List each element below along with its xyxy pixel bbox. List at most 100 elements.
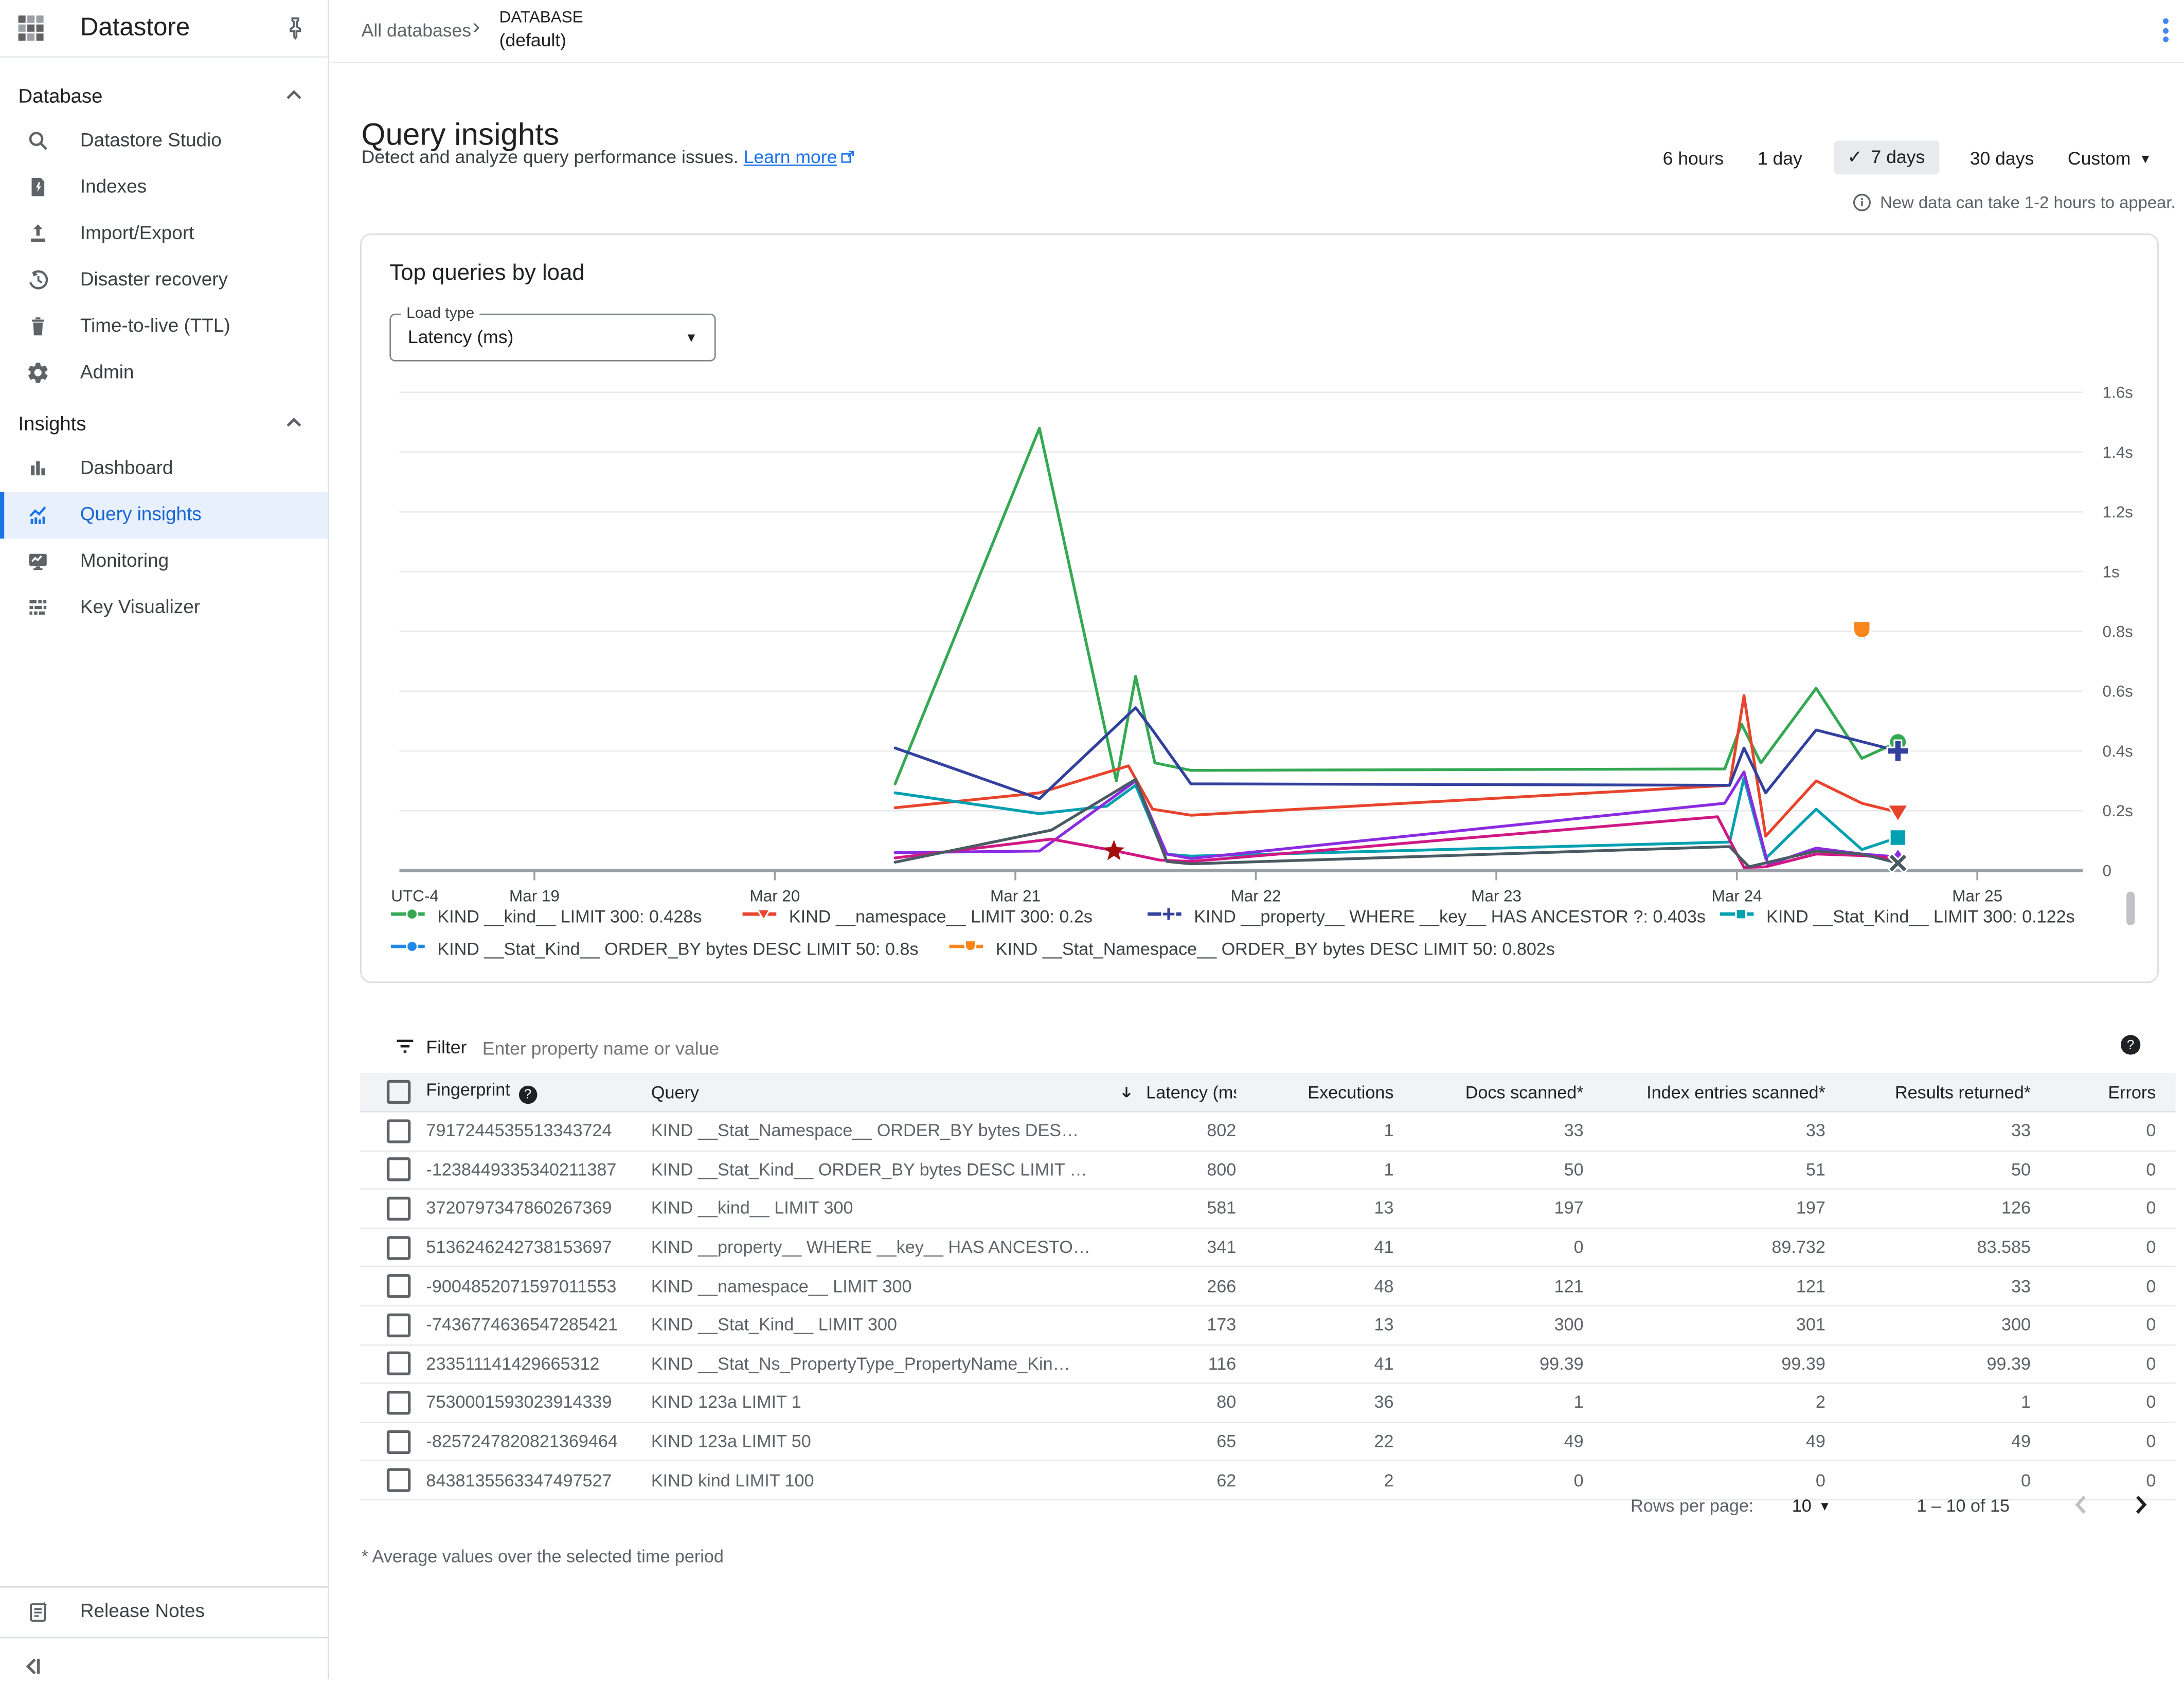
table-row[interactable]: -9004852071597011553 KIND __namespace__ L…	[360, 1267, 2176, 1306]
latency-line-chart[interactable]: 1.6s 1.4s 1.2s 1s 0.8s 0.6s 0.4s 0.2s 0 Mar 19 Mar…	[362, 375, 2157, 905]
time-range-option-30-days[interactable]: 30 days	[1970, 147, 2034, 168]
pin-icon[interactable]	[283, 15, 308, 41]
table-row[interactable]: -7436774636547285421 KIND __Stat_Kind__ L…	[360, 1306, 2176, 1346]
row-checkbox[interactable]	[386, 1158, 411, 1182]
column-header-query[interactable]: Query	[651, 1082, 1118, 1102]
svg-text:0: 0	[2102, 862, 2111, 880]
table-row[interactable]: -1238449335340211387 KIND __Stat_Kind__ O…	[360, 1151, 2176, 1190]
cell-docs-scanned: 197	[1554, 1198, 1584, 1219]
row-checkbox[interactable]	[386, 1352, 411, 1376]
sidebar-item-query-insights[interactable]: Query insights	[0, 492, 328, 539]
chart-title: Top queries by load	[389, 261, 585, 286]
more-options-kebab-icon[interactable]	[2155, 18, 2177, 44]
sidebar-item-key-visualizer[interactable]: Key Visualizer	[0, 585, 328, 631]
table-row[interactable]: 8438135563347497527 KIND kind LIMIT 100 62…	[360, 1462, 2176, 1501]
time-range-option-1-day[interactable]: 1 day	[1757, 147, 1802, 168]
filter-bar: Filter ?	[360, 1027, 2156, 1066]
sidebar-item-import-export[interactable]: Import/Export	[0, 211, 328, 257]
page-range: 1 – 10 of 15	[1917, 1496, 2010, 1516]
sidebar-item-label: Dashboard	[80, 457, 173, 478]
sidebar-item-label: Query insights	[80, 503, 202, 525]
cell-results-returned: 99.39	[1986, 1354, 2031, 1374]
column-header-latency-ms-[interactable]: Latency (ms)*	[1118, 1082, 1236, 1102]
sidebar-item-indexes[interactable]: Indexes	[0, 165, 328, 211]
table-row[interactable]: 7917244535513343724 KIND __Stat_Namespace…	[360, 1113, 2176, 1152]
rows-per-page-select[interactable]: 10 ▼	[1792, 1496, 1831, 1516]
time-range-option-6-hours[interactable]: 6 hours	[1662, 147, 1724, 168]
column-header-fingerprint[interactable]: Fingerprint?	[426, 1080, 651, 1104]
next-page-button[interactable]	[2128, 1492, 2153, 1517]
external-link-icon	[840, 148, 855, 163]
row-checkbox[interactable]	[386, 1468, 411, 1493]
filter-icon	[394, 1035, 417, 1057]
admin-gear-icon	[27, 362, 49, 384]
sidebar-section-insights[interactable]: Insights	[0, 401, 328, 445]
sidebar-item-monitoring[interactable]: Monitoring	[0, 539, 328, 585]
sidebar-item-disaster-recovery[interactable]: Disaster recovery	[0, 257, 328, 303]
filter-input[interactable]	[479, 1036, 1751, 1061]
table-row[interactable]: 233511141429665312 KIND __Stat_Ns_Propert…	[360, 1345, 2176, 1384]
cell-executions: 2	[1384, 1470, 1394, 1491]
sidebar-item-admin[interactable]: Admin	[0, 350, 328, 397]
legend-item[interactable]: KIND __namespace__ LIMIT 300: 0.2s	[741, 904, 1146, 928]
row-checkbox[interactable]	[386, 1313, 411, 1337]
cell-errors: 0	[2146, 1198, 2156, 1219]
sidebar-item-datastore-studio[interactable]: Datastore Studio	[0, 118, 328, 165]
time-range-option-7-days[interactable]: ✓ 7 days	[1833, 140, 1939, 175]
key-visualizer-icon	[27, 596, 49, 619]
svg-text:0.8s: 0.8s	[2102, 623, 2133, 641]
time-range-option-custom[interactable]: Custom ▼	[2067, 147, 2152, 168]
row-checkbox[interactable]	[386, 1196, 411, 1221]
column-header-docs-scanned-[interactable]: Docs scanned*	[1393, 1082, 1584, 1102]
legend-marker-icon	[389, 937, 429, 960]
legend-item[interactable]: KIND __Stat_Namespace__ ORDER_BY bytes D…	[948, 937, 1555, 960]
breadcrumb-all-databases[interactable]: All databases	[361, 20, 472, 41]
table-row[interactable]: 3720797347860267369 KIND __kind__ LIMIT 3…	[360, 1190, 2176, 1229]
column-header-index-entries-scanned-[interactable]: Index entries scanned*	[1584, 1082, 1825, 1102]
load-type-select[interactable]: Load type Latency (ms) ▼	[389, 305, 716, 362]
table-row[interactable]: 7530001593023914339 KIND 123a LIMIT 1 80 36…	[360, 1384, 2176, 1423]
legend-item[interactable]: KIND __Stat_Kind__ ORDER_BY bytes DESC L…	[389, 937, 947, 960]
row-checkbox[interactable]	[386, 1119, 411, 1143]
cell-executions: 13	[1374, 1198, 1394, 1219]
column-header-results-returned-[interactable]: Results returned*	[1825, 1082, 2031, 1102]
help-icon[interactable]: ?	[2119, 1034, 2142, 1056]
legend-scrollbar[interactable]	[2126, 891, 2135, 926]
chevron-down-icon: ▼	[1818, 1499, 1831, 1513]
sidebar-item-label: Datastore Studio	[80, 129, 222, 151]
collapse-sidebar-icon[interactable]	[20, 1654, 45, 1679]
cell-query: KIND 123a LIMIT 50	[651, 1431, 811, 1451]
legend-label: KIND __kind__ LIMIT 300: 0.428s	[437, 906, 702, 926]
chart-legend-row: KIND __Stat_Kind__ ORDER_BY bytes DESC L…	[389, 937, 1555, 960]
row-checkbox[interactable]	[386, 1235, 411, 1260]
table-row[interactable]: 5136246242738153697 KIND __property__ WHE…	[360, 1229, 2176, 1268]
row-checkbox[interactable]	[386, 1390, 411, 1415]
release-notes-label: Release Notes	[80, 1600, 205, 1622]
column-label: Index entries scanned*	[1646, 1082, 1825, 1102]
sort-descending-icon[interactable]	[1118, 1084, 1135, 1101]
previous-page-button[interactable]	[2069, 1492, 2094, 1517]
cell-fingerprint: 8438135563347497527	[426, 1470, 612, 1491]
cell-index-entries-scanned: 2	[1815, 1392, 1825, 1413]
cell-executions: 36	[1374, 1392, 1394, 1413]
legend-item[interactable]: KIND __kind__ LIMIT 300: 0.428s	[389, 904, 741, 928]
row-checkbox[interactable]	[386, 1274, 411, 1299]
select-all-checkbox[interactable]	[386, 1080, 411, 1104]
table-row[interactable]: -8257247820821369464 KIND 123a LIMIT 50 65…	[360, 1423, 2176, 1462]
column-header-executions[interactable]: Executions	[1236, 1082, 1393, 1102]
legend-item[interactable]: KIND __Stat_Kind__ LIMIT 300: 0.122s	[1718, 904, 2075, 928]
sidebar-item-dashboard[interactable]: Dashboard	[0, 446, 328, 492]
sidebar-section-database[interactable]: Database	[0, 73, 328, 118]
learn-more-link[interactable]: Learn more	[743, 146, 837, 168]
column-header-errors[interactable]: Errors	[2031, 1082, 2156, 1102]
sidebar-item-release-notes[interactable]: Release Notes	[0, 1589, 328, 1636]
legend-item[interactable]: KIND __property__ WHERE __key__ HAS ANCE…	[1146, 904, 1718, 928]
legend-marker-icon	[389, 904, 429, 928]
cell-query: KIND 123a LIMIT 1	[651, 1392, 801, 1413]
help-icon[interactable]: ?	[518, 1085, 537, 1104]
cell-errors: 0	[2146, 1354, 2156, 1374]
row-checkbox[interactable]	[386, 1429, 411, 1454]
sidebar-item-time-to-live-ttl-[interactable]: Time-to-live (TTL)	[0, 304, 328, 350]
